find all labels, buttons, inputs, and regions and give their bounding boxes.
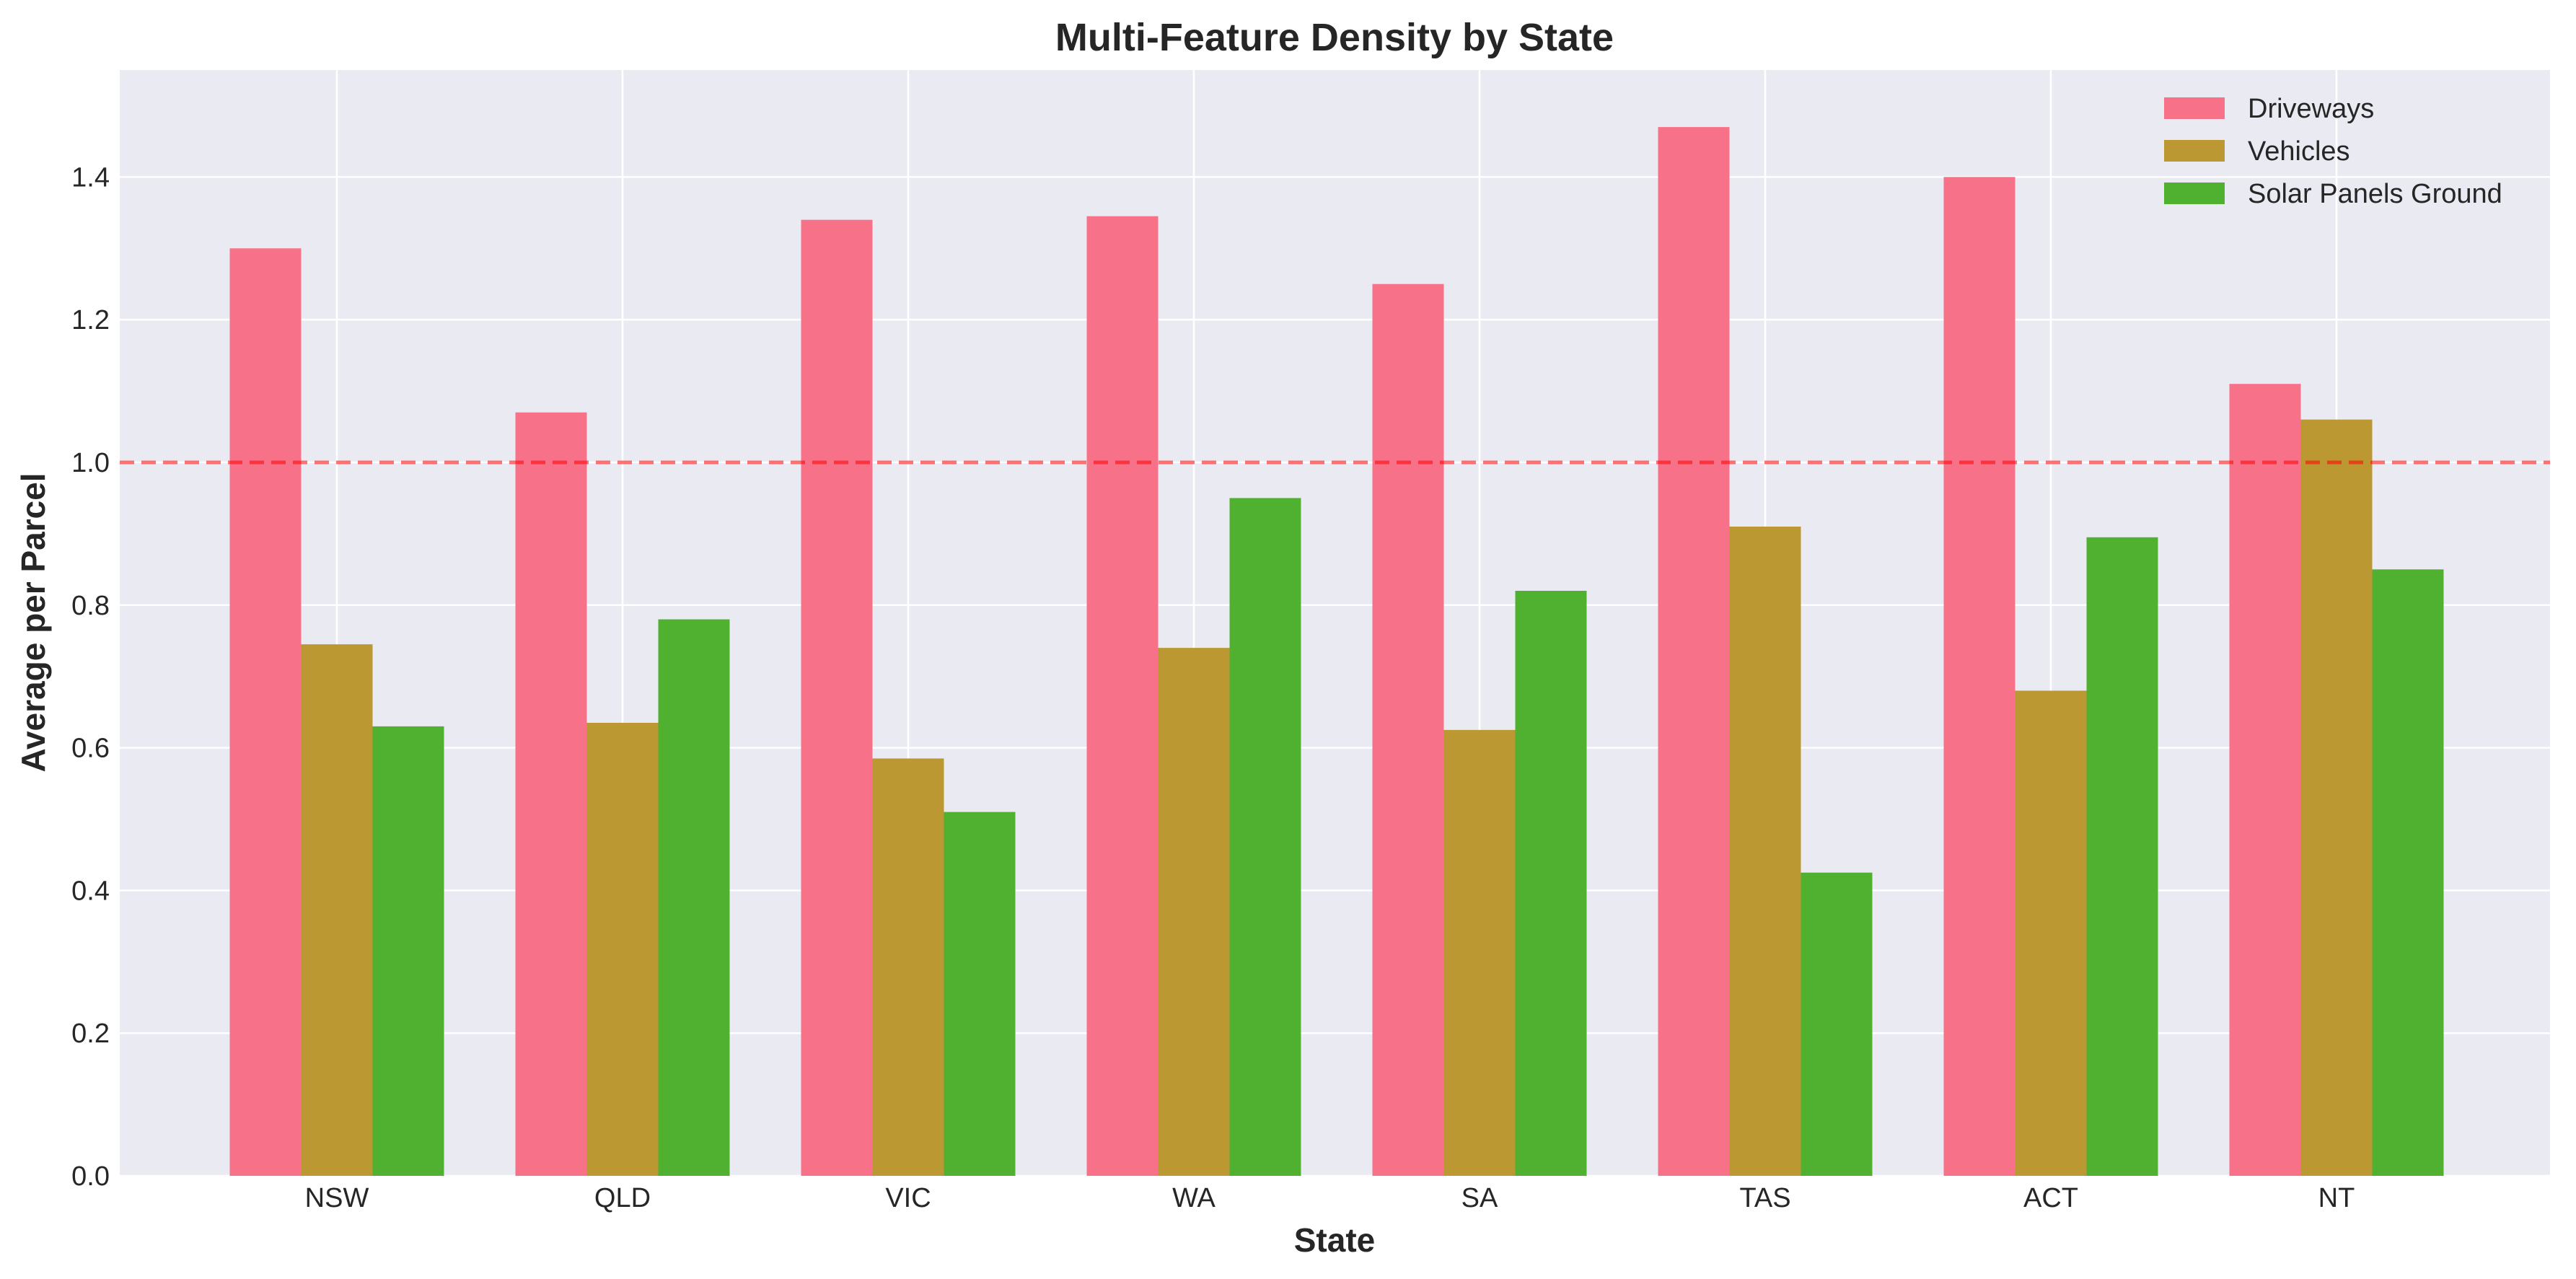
y-tick-label: 1.2 — [71, 305, 110, 335]
bar-driveways-sa — [1372, 284, 1444, 1176]
y-tick-label: 0.4 — [71, 876, 110, 906]
x-tick-label: ACT — [2023, 1183, 2078, 1213]
x-tick-label: NT — [2318, 1183, 2355, 1213]
bar-solar-panels-ground-nsw — [372, 726, 444, 1176]
plot-background — [120, 70, 2550, 1176]
x-tick-label: NSW — [305, 1183, 369, 1213]
bar-vehicles-act — [2015, 690, 2087, 1176]
y-tick-label: 1.0 — [71, 448, 110, 478]
y-tick-label: 0.6 — [71, 734, 110, 764]
y-axis-label: Average per Parcel — [14, 473, 52, 772]
legend-label: Solar Panels Ground — [2248, 179, 2502, 209]
bar-vehicles-tas — [1729, 526, 1801, 1176]
bar-vehicles-vic — [872, 758, 944, 1176]
x-tick-label: VIC — [885, 1183, 931, 1213]
x-tick-labels: NSW QLD VIC WA SA TAS ACT NT — [305, 1183, 2355, 1213]
bar-driveways-vic — [801, 219, 873, 1176]
bars — [229, 127, 2444, 1177]
bar-solar-panels-ground-qld — [658, 619, 730, 1176]
legend-label: Vehicles — [2248, 136, 2350, 167]
y-tick-label: 0.2 — [71, 1019, 110, 1049]
x-tick-label: QLD — [594, 1183, 651, 1213]
bar-solar-panels-ground-wa — [1229, 498, 1301, 1176]
y-tick-labels: 0.0 0.2 0.4 0.6 0.8 1.0 1.2 1.4 — [71, 162, 110, 1192]
bar-solar-panels-ground-tas — [1801, 872, 1873, 1176]
bar-solar-panels-ground-nt — [2372, 569, 2444, 1176]
legend: Driveways Vehicles Solar Panels Ground — [2164, 94, 2502, 209]
chart-title: Multi-Feature Density by State — [1055, 16, 1614, 59]
bar-driveways-act — [1943, 177, 2015, 1176]
bar-driveways-nsw — [229, 248, 302, 1176]
x-tick-label: TAS — [1739, 1183, 1790, 1213]
x-tick-label: SA — [1461, 1183, 1498, 1213]
legend-swatch — [2164, 140, 2225, 162]
bar-driveways-nt — [2229, 384, 2301, 1176]
y-tick-label: 0.0 — [71, 1161, 110, 1192]
x-tick-label: WA — [1172, 1183, 1216, 1213]
bar-driveways-qld — [515, 412, 587, 1176]
x-axis-label: State — [1294, 1221, 1375, 1259]
bar-vehicles-sa — [1443, 729, 1516, 1176]
bar-vehicles-qld — [586, 722, 659, 1176]
bar-driveways-wa — [1086, 216, 1159, 1177]
legend-swatch — [2164, 97, 2225, 119]
bar-driveways-tas — [1658, 127, 1730, 1177]
bar-solar-panels-ground-vic — [944, 812, 1016, 1176]
bar-vehicles-nsw — [301, 644, 373, 1176]
legend-swatch — [2164, 183, 2225, 204]
y-tick-label: 0.8 — [71, 591, 110, 621]
legend-label: Driveways — [2248, 94, 2374, 124]
bar-solar-panels-ground-sa — [1515, 590, 1587, 1176]
bar-vehicles-wa — [1158, 648, 1230, 1176]
bar-solar-panels-ground-act — [2086, 537, 2158, 1176]
y-tick-label: 1.4 — [71, 162, 110, 193]
bar-vehicles-nt — [2300, 419, 2373, 1177]
